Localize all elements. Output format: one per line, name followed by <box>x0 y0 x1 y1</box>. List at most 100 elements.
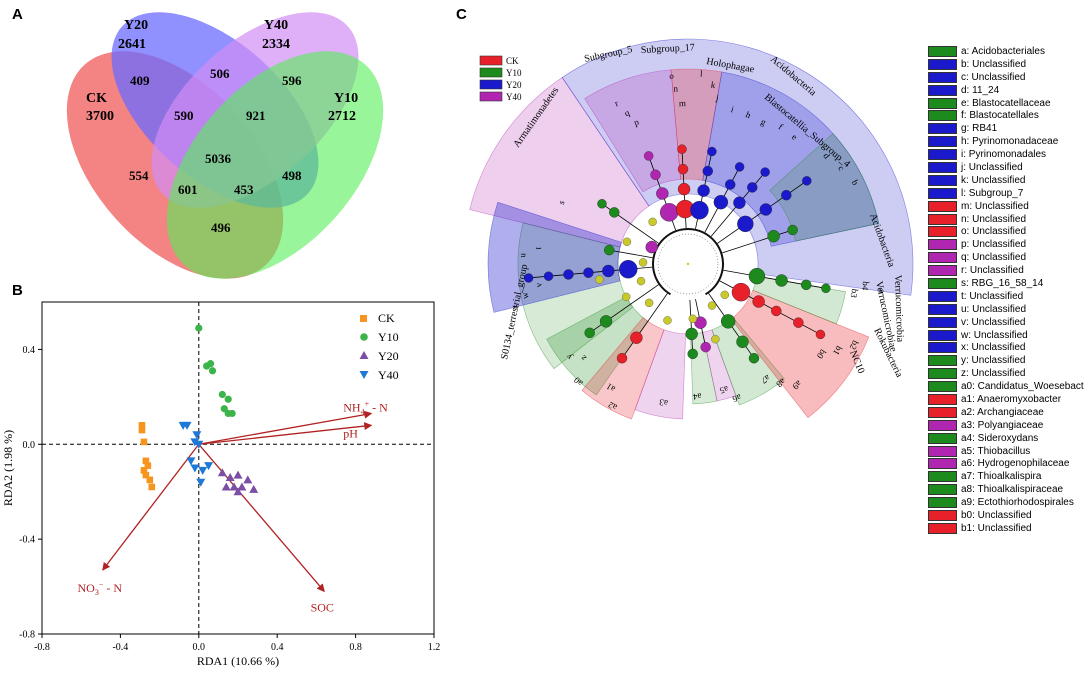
point-y10 <box>224 395 232 403</box>
taxon-legend-item: i: Pyrinomonadales <box>928 148 1078 161</box>
tree-node <box>748 353 760 364</box>
taxon-legend-swatch <box>928 200 957 212</box>
point-ck <box>148 483 156 491</box>
clade-node-letter: f <box>777 121 785 131</box>
taxon-legend-label: z: Unclassified <box>961 368 1026 380</box>
tree-branch <box>689 299 694 354</box>
clade-node-letter: o <box>669 71 675 81</box>
venn-region-count: 590 <box>174 108 194 123</box>
point-ck <box>144 462 152 469</box>
tree-node <box>643 151 654 161</box>
taxon-legend-item: v: Unclassified <box>928 316 1078 329</box>
taxon-legend-label: n: Unclassified <box>961 213 1027 225</box>
taxon-legend-swatch <box>928 497 957 509</box>
taxon-legend-item: b1: Unclassified <box>928 522 1078 535</box>
rda-x-axis-label: RDA1 (10.66 %) <box>197 654 279 668</box>
tree-node <box>687 348 698 360</box>
point-y20 <box>249 484 259 493</box>
tree-branch <box>609 249 653 259</box>
taxon-legend-label: a7: Thioalkalispira <box>961 471 1042 483</box>
clade-highlight-sector <box>702 329 737 402</box>
clade-highlight-sector <box>517 222 634 370</box>
tree-node <box>650 169 661 180</box>
point-y40 <box>186 457 196 466</box>
taxon-legend-item: z: Unclassified <box>928 367 1078 380</box>
x-tick-label: -0.4 <box>112 642 128 653</box>
taxon-legend-label: a8: Thioalkalispiraceae <box>961 484 1064 496</box>
taxon-legend-item: b: Unclassified <box>928 58 1078 71</box>
point-ck <box>138 426 146 434</box>
point-y10 <box>208 367 217 375</box>
clade-node-letter: x <box>509 303 520 310</box>
tree-node-neutral <box>720 290 729 300</box>
taxon-legend-item: w: Unclassified <box>928 329 1078 342</box>
taxon-legend-swatch <box>928 226 957 238</box>
taxon-legend-item: e: Blastocatellaceae <box>928 97 1078 110</box>
clade-highlight-sector <box>581 317 665 420</box>
taxon-legend-item: n: Unclassified <box>928 213 1078 226</box>
clade-node-letter: a <box>877 289 887 294</box>
tree-node <box>563 269 574 280</box>
taxon-legend: a: Acidobacteriales b: Unclassified c: Unc… <box>928 45 1084 535</box>
taxon-legend-label: a2: Archangiaceae <box>961 406 1044 418</box>
point-y40 <box>192 431 202 440</box>
taxon-legend-label: y: Unclassified <box>961 355 1026 367</box>
venn-set-total-y10: 2712 <box>328 109 356 124</box>
clade-node-letter: h <box>744 109 752 120</box>
x-tick-label: -0.8 <box>34 642 50 653</box>
clade-node-letter: b3 <box>849 288 860 299</box>
tree-node <box>775 274 788 287</box>
tree-node <box>583 267 594 278</box>
taxon-legend-item: g: RB41 <box>928 122 1078 135</box>
taxon-legend-item: a2: Archangiaceae <box>928 406 1078 419</box>
venn-set-total-y40: 2334 <box>262 37 290 52</box>
taxon-legend-item: a8: Thioalkalispiraceae <box>928 483 1078 496</box>
legend-marker-y20 <box>359 351 369 359</box>
taxon-legend-swatch <box>928 252 957 264</box>
point-y40 <box>194 440 204 449</box>
legend-marker-y10 <box>360 333 368 341</box>
taxon-legend-item: a3: Polyangiaceae <box>928 419 1078 432</box>
rda-y-axis-label: RDA2 (1.98 %) <box>1 430 15 506</box>
tree-node <box>645 240 658 254</box>
taxon-legend-swatch <box>928 432 957 444</box>
tree-node <box>690 201 709 220</box>
clade-node-letter: u <box>517 252 527 258</box>
venn-region-count: 596 <box>282 73 302 88</box>
clade-node-letter: p <box>633 117 641 128</box>
clade-node-letter: b2 <box>848 339 861 351</box>
group-legend-swatch-ck <box>479 55 503 66</box>
clade-node-letter: t <box>533 246 543 250</box>
tree-node <box>616 353 628 364</box>
taxon-legend-swatch <box>928 419 957 431</box>
tree-node <box>685 327 698 341</box>
taxon-legend-item: j: Unclassified <box>928 161 1078 174</box>
group-legend-label-ck: CK <box>506 56 519 66</box>
point-y10 <box>220 405 228 413</box>
clade-node-letter: a6 <box>731 392 743 404</box>
tree-node-neutral <box>688 314 697 323</box>
tree-node <box>609 207 620 218</box>
group-legend-label-y10: Y10 <box>506 68 522 78</box>
taxon-legend-swatch <box>928 110 957 122</box>
taxon-legend-label: j: Unclassified <box>961 161 1023 173</box>
taxon-legend-label: i: Pyrinomonadales <box>961 149 1047 161</box>
point-y20 <box>221 482 231 491</box>
venn-region-count: 5036 <box>205 151 232 166</box>
taxon-legend-swatch <box>928 368 957 380</box>
taxon-legend-swatch <box>928 406 957 418</box>
clade-node-letter: n <box>673 83 679 93</box>
tree-node <box>702 165 713 177</box>
point-y40 <box>204 462 214 471</box>
venn-set-total-y20: 2641 <box>118 37 146 52</box>
taxon-legend-label: m: Unclassified <box>961 200 1029 212</box>
clade-node-letter: b4 <box>860 281 871 292</box>
tree-root-ring <box>657 233 719 295</box>
tree-node <box>760 167 770 177</box>
taxon-legend-swatch <box>928 458 957 470</box>
taxon-legend-item: a5: Thiobacillus <box>928 445 1078 458</box>
tree-node <box>694 316 707 329</box>
taxon-legend-swatch <box>928 381 957 393</box>
tree-node <box>759 203 773 216</box>
